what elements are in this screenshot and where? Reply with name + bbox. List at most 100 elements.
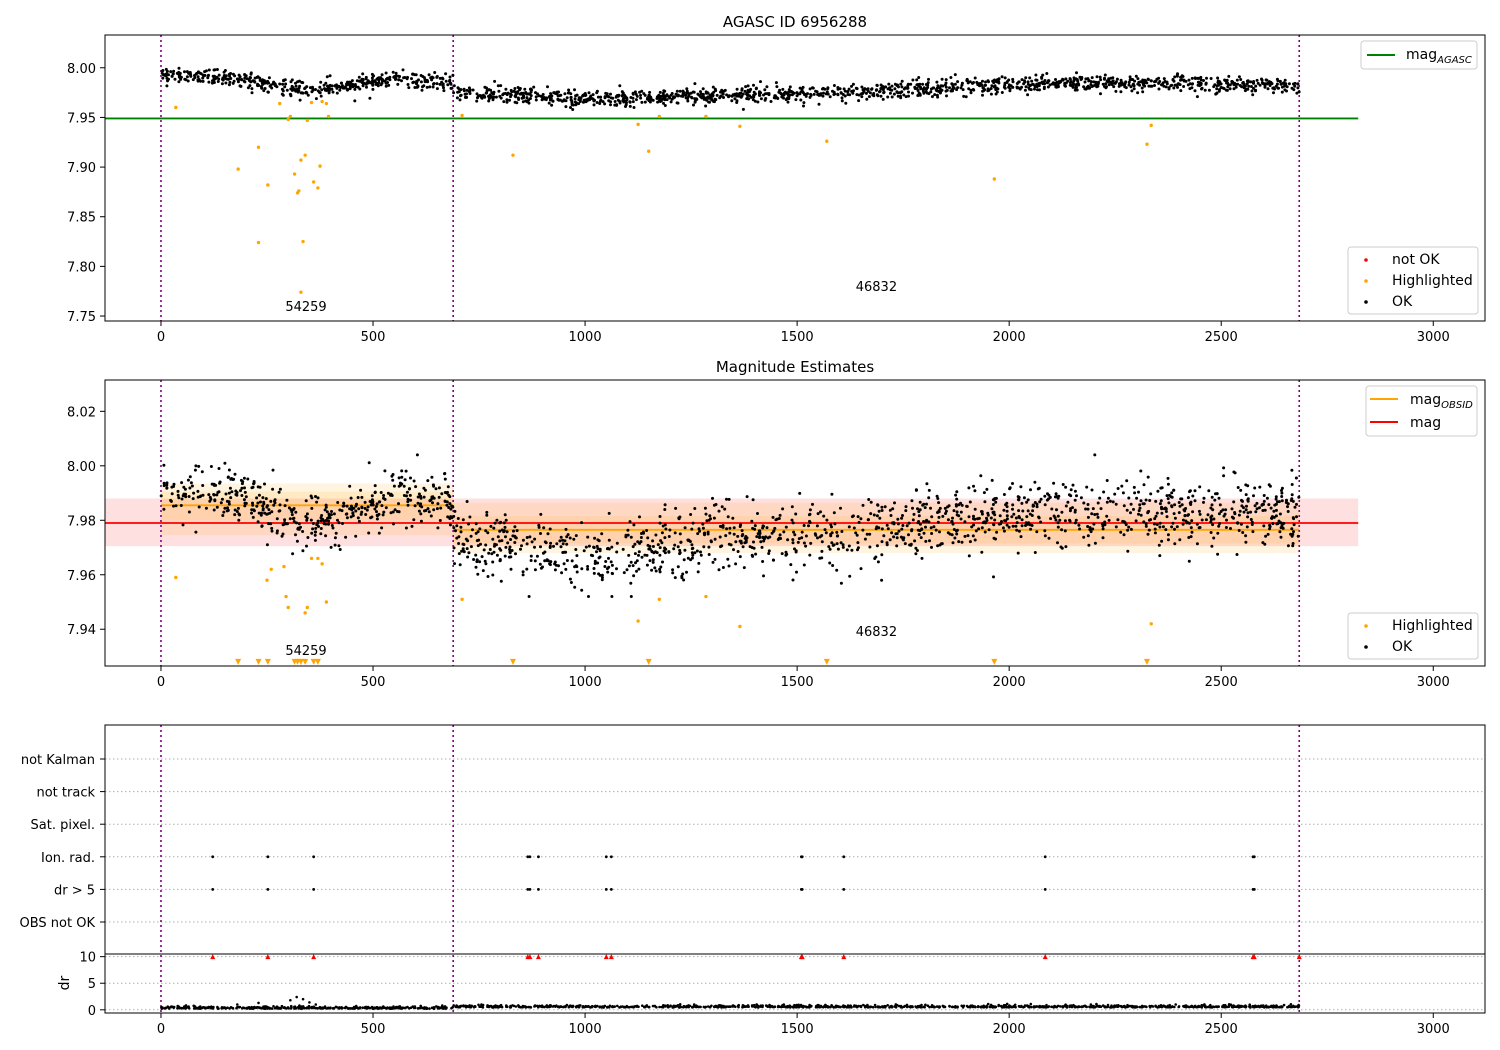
- ok-point: [461, 518, 465, 522]
- y-tick-label: 8.02: [67, 405, 96, 420]
- ok-point: [404, 526, 408, 530]
- ok-point: [1289, 532, 1293, 536]
- ok-point: [1293, 84, 1297, 88]
- dr-point: [890, 1004, 893, 1008]
- ok-point: [367, 531, 371, 535]
- ok-point: [363, 500, 367, 504]
- ok-point: [593, 536, 597, 540]
- ok-point: [368, 96, 372, 100]
- dr-point: [1189, 1005, 1192, 1008]
- ok-point: [354, 509, 358, 513]
- ok-point: [1033, 87, 1036, 91]
- ok-point: [1040, 80, 1044, 84]
- ok-point: [314, 97, 318, 101]
- ok-point: [621, 547, 625, 551]
- highlighted-point: [1145, 142, 1149, 146]
- ok-point: [1266, 87, 1270, 91]
- ok-point: [677, 94, 680, 98]
- ok-point: [1016, 551, 1020, 555]
- ok-point: [877, 509, 881, 513]
- ok-point: [639, 96, 643, 100]
- flag-point: [1252, 888, 1256, 891]
- ok-point: [560, 571, 564, 575]
- ok-point: [1153, 527, 1157, 531]
- dr-point: [294, 1007, 298, 1010]
- ok-point: [165, 69, 169, 73]
- ok-point: [1122, 533, 1126, 537]
- ok-point: [487, 551, 491, 555]
- ok-point: [955, 490, 959, 494]
- ok-point: [1066, 500, 1070, 504]
- ok-point: [1175, 525, 1179, 529]
- ok-point: [918, 508, 922, 512]
- ok-point: [1232, 500, 1236, 504]
- ok-point: [306, 536, 310, 539]
- highlighted-point: [266, 183, 270, 187]
- ok-point: [1287, 82, 1291, 86]
- ok-point: [162, 481, 166, 485]
- ok-point: [1255, 507, 1259, 511]
- ok-point: [717, 509, 721, 513]
- dr-point: [1297, 1003, 1300, 1007]
- ok-point: [290, 88, 294, 92]
- ok-point: [1086, 503, 1090, 506]
- ok-point: [357, 507, 361, 511]
- ok-point: [187, 510, 191, 514]
- dr-point: [797, 1004, 801, 1008]
- ok-point: [920, 556, 924, 560]
- ok-point: [607, 95, 611, 99]
- ok-point: [466, 555, 470, 559]
- ok-point: [895, 90, 899, 94]
- ok-point: [314, 526, 318, 530]
- x-tick-label: 500: [361, 675, 386, 690]
- dr-point: [1186, 1005, 1189, 1008]
- ok-point: [1039, 520, 1043, 524]
- dr-point: [290, 1006, 293, 1009]
- ok-point: [998, 514, 1002, 518]
- ok-point: [251, 501, 254, 505]
- ok-point: [310, 531, 314, 535]
- ok-point: [795, 91, 799, 95]
- ok-point: [709, 540, 713, 544]
- ok-point: [967, 515, 971, 519]
- ok-point: [603, 96, 607, 100]
- ok-point: [973, 507, 977, 511]
- ok-point: [593, 559, 597, 563]
- ok-point: [524, 99, 528, 103]
- ok-point: [1055, 495, 1059, 498]
- dr-point: [343, 1006, 347, 1010]
- ok-point: [1146, 511, 1150, 515]
- ok-point: [1258, 83, 1262, 87]
- ok-point: [561, 542, 565, 546]
- ok-point: [1252, 494, 1255, 498]
- ok-point: [649, 97, 653, 101]
- ok-point: [686, 556, 690, 560]
- ok-point: [484, 543, 488, 547]
- ok-point: [1242, 82, 1246, 86]
- ok-point: [663, 523, 667, 527]
- ok-point: [653, 566, 657, 570]
- ok-point: [227, 83, 231, 87]
- dr-point: [309, 1006, 313, 1009]
- ok-point: [356, 496, 360, 499]
- ok-point: [759, 540, 763, 544]
- ok-point: [239, 489, 242, 493]
- ok-point: [1078, 527, 1082, 531]
- ok-point: [1046, 85, 1050, 89]
- ok-point: [476, 96, 479, 100]
- ok-point: [607, 538, 611, 542]
- ok-point: [1242, 510, 1246, 514]
- ok-point: [1154, 499, 1158, 503]
- ok-point: [1249, 518, 1253, 521]
- ok-point: [731, 516, 735, 520]
- ok-point: [1043, 534, 1047, 538]
- ok-point: [345, 504, 349, 508]
- ok-point: [305, 518, 309, 522]
- dr-point: [1025, 1004, 1029, 1007]
- ok-point: [629, 560, 633, 564]
- dr-point: [616, 1004, 619, 1008]
- ok-point: [1255, 78, 1259, 82]
- ok-point: [448, 75, 452, 79]
- ok-point: [269, 522, 273, 526]
- dr-point: [1056, 1004, 1060, 1008]
